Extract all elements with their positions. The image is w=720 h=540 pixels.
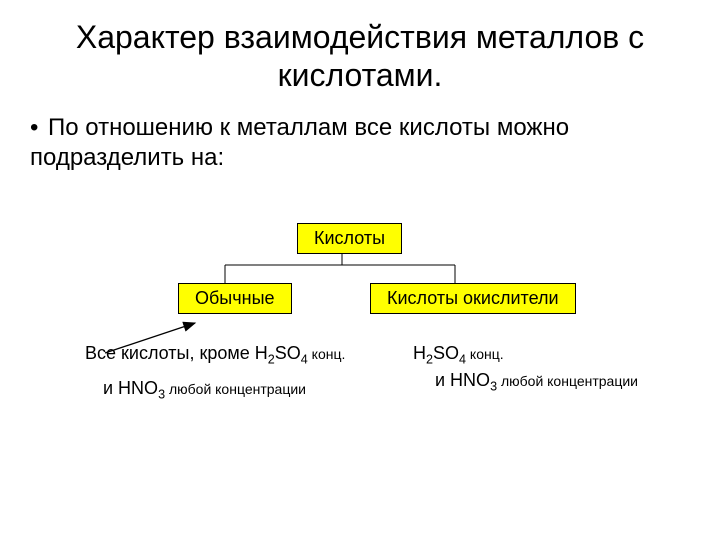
t: 2 bbox=[268, 352, 275, 366]
bullet-dot: • bbox=[30, 113, 48, 143]
t: конц. bbox=[466, 346, 504, 362]
left-note-line1: Все кислоты, кроме H2SO4 конц. bbox=[85, 341, 345, 369]
t: конц. bbox=[308, 346, 346, 362]
hierarchy-diagram: Кислоты Обычные Кислоты окислители Все к… bbox=[0, 173, 720, 493]
right-note-line1: H2SO4 конц. bbox=[413, 341, 638, 369]
t: и HNO bbox=[103, 378, 158, 398]
t: H bbox=[413, 343, 426, 363]
root-box-acids: Кислоты bbox=[297, 223, 402, 254]
right-note-line2: и HNO3 любой концентрации bbox=[413, 368, 638, 396]
t: SO bbox=[433, 343, 459, 363]
t: 4 bbox=[459, 352, 466, 366]
left-note: Все кислоты, кроме H2SO4 конц. и HNO3 лю… bbox=[85, 341, 345, 404]
subtitle-text: По отношению к металлам все кислоты можн… bbox=[30, 114, 569, 171]
t: SO bbox=[275, 343, 301, 363]
t: и HNO bbox=[435, 370, 490, 390]
t: Все кислоты, кроме H bbox=[85, 343, 268, 363]
connector-lines bbox=[0, 173, 720, 493]
right-note: H2SO4 конц. и HNO3 любой концентрации bbox=[413, 341, 638, 396]
left-note-line2: и HNO3 любой концентрации bbox=[85, 368, 345, 404]
t: любой концентрации bbox=[165, 381, 306, 397]
t: любой концентрации bbox=[497, 373, 638, 389]
t: 4 bbox=[301, 352, 308, 366]
right-box-oxidizers: Кислоты окислители bbox=[370, 283, 576, 314]
slide-subtitle: •По отношению к металлам все кислоты мож… bbox=[0, 101, 720, 173]
slide-title: Характер взаимодействия металлов с кисло… bbox=[0, 0, 720, 101]
t: 2 bbox=[426, 352, 433, 366]
left-box-ordinary: Обычные bbox=[178, 283, 292, 314]
